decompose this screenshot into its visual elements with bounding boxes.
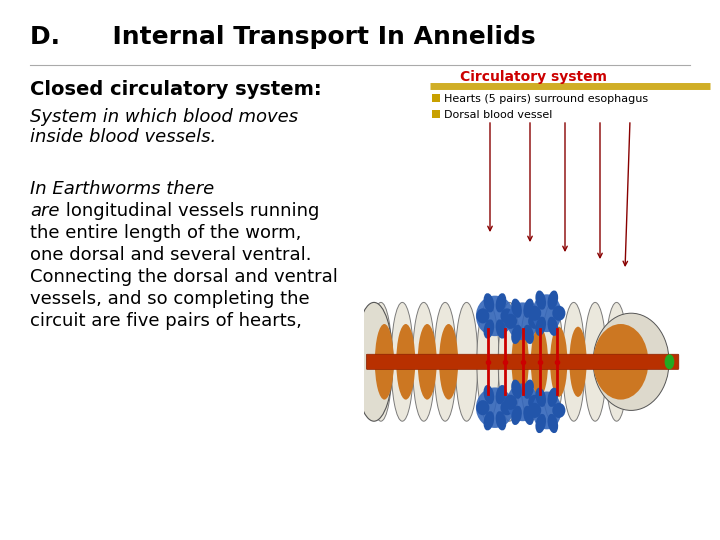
Ellipse shape [500,400,513,415]
Ellipse shape [434,302,456,421]
Ellipse shape [523,325,534,344]
Text: System in which blood moves: System in which blood moves [30,108,298,126]
Text: circuit are five pairs of hearts,: circuit are five pairs of hearts, [30,312,302,330]
Ellipse shape [369,302,392,421]
Ellipse shape [355,302,393,421]
Ellipse shape [536,388,546,407]
Ellipse shape [547,388,558,407]
Ellipse shape [484,319,494,339]
Ellipse shape [484,385,494,404]
Ellipse shape [498,302,521,421]
Ellipse shape [500,308,513,323]
Ellipse shape [536,414,546,433]
Ellipse shape [396,324,415,400]
Text: one dorsal and several ventral.: one dorsal and several ventral. [30,246,312,264]
Ellipse shape [536,291,546,310]
Ellipse shape [665,354,675,369]
Ellipse shape [531,327,548,397]
Text: In Earthworms there: In Earthworms there [30,180,215,198]
Ellipse shape [418,324,437,400]
Ellipse shape [476,308,490,323]
FancyBboxPatch shape [366,354,679,369]
Text: vessels, and so completing the: vessels, and so completing the [30,290,310,308]
Ellipse shape [476,400,490,415]
Text: Circulatory system: Circulatory system [460,70,607,84]
Ellipse shape [547,414,558,433]
Ellipse shape [606,302,628,421]
Bar [432,94,440,102]
Ellipse shape [532,294,562,332]
Ellipse shape [511,325,522,344]
Text: Hearts (5 pairs) surround esophagus: Hearts (5 pairs) surround esophagus [444,94,648,104]
Ellipse shape [584,302,606,421]
Ellipse shape [523,299,534,318]
Ellipse shape [547,316,558,336]
Ellipse shape [495,293,506,313]
Ellipse shape [484,411,494,430]
Ellipse shape [562,302,585,421]
Ellipse shape [413,302,435,421]
Ellipse shape [477,302,499,421]
Text: Closed circulatory system:: Closed circulatory system: [30,80,322,99]
Ellipse shape [552,306,565,321]
Ellipse shape [528,314,541,329]
Ellipse shape [484,293,494,313]
Text: D.      Internal Transport In Annelids: D. Internal Transport In Annelids [30,25,536,49]
Ellipse shape [541,302,564,421]
Ellipse shape [511,299,522,318]
Ellipse shape [495,385,506,404]
Ellipse shape [511,380,522,399]
Ellipse shape [495,319,506,339]
Ellipse shape [532,392,562,429]
Ellipse shape [507,383,538,421]
Ellipse shape [511,406,522,425]
Ellipse shape [593,324,649,400]
Bar [432,110,440,118]
Ellipse shape [391,302,413,421]
Ellipse shape [504,314,517,329]
Ellipse shape [476,388,514,428]
Ellipse shape [552,403,565,418]
Ellipse shape [528,306,541,321]
Ellipse shape [593,313,669,410]
Ellipse shape [550,327,567,397]
Ellipse shape [528,403,541,418]
Ellipse shape [495,411,506,430]
Ellipse shape [536,316,546,336]
Ellipse shape [507,302,538,340]
Ellipse shape [523,380,534,399]
Text: inside blood vessels.: inside blood vessels. [30,128,216,146]
Ellipse shape [455,302,478,421]
Ellipse shape [511,327,528,397]
Ellipse shape [520,302,542,421]
Text: Dorsal blood vessel: Dorsal blood vessel [444,110,552,120]
Ellipse shape [504,395,517,410]
Ellipse shape [375,324,394,400]
Ellipse shape [528,395,541,410]
Text: longitudinal vessels running: longitudinal vessels running [60,202,319,220]
Text: Connecting the dorsal and ventral: Connecting the dorsal and ventral [30,268,338,286]
Text: the entire length of the worm,: the entire length of the worm, [30,224,302,242]
Ellipse shape [439,324,458,400]
Ellipse shape [570,327,587,397]
Ellipse shape [476,295,514,336]
Ellipse shape [547,291,558,310]
Ellipse shape [523,406,534,425]
Text: are: are [30,202,60,220]
